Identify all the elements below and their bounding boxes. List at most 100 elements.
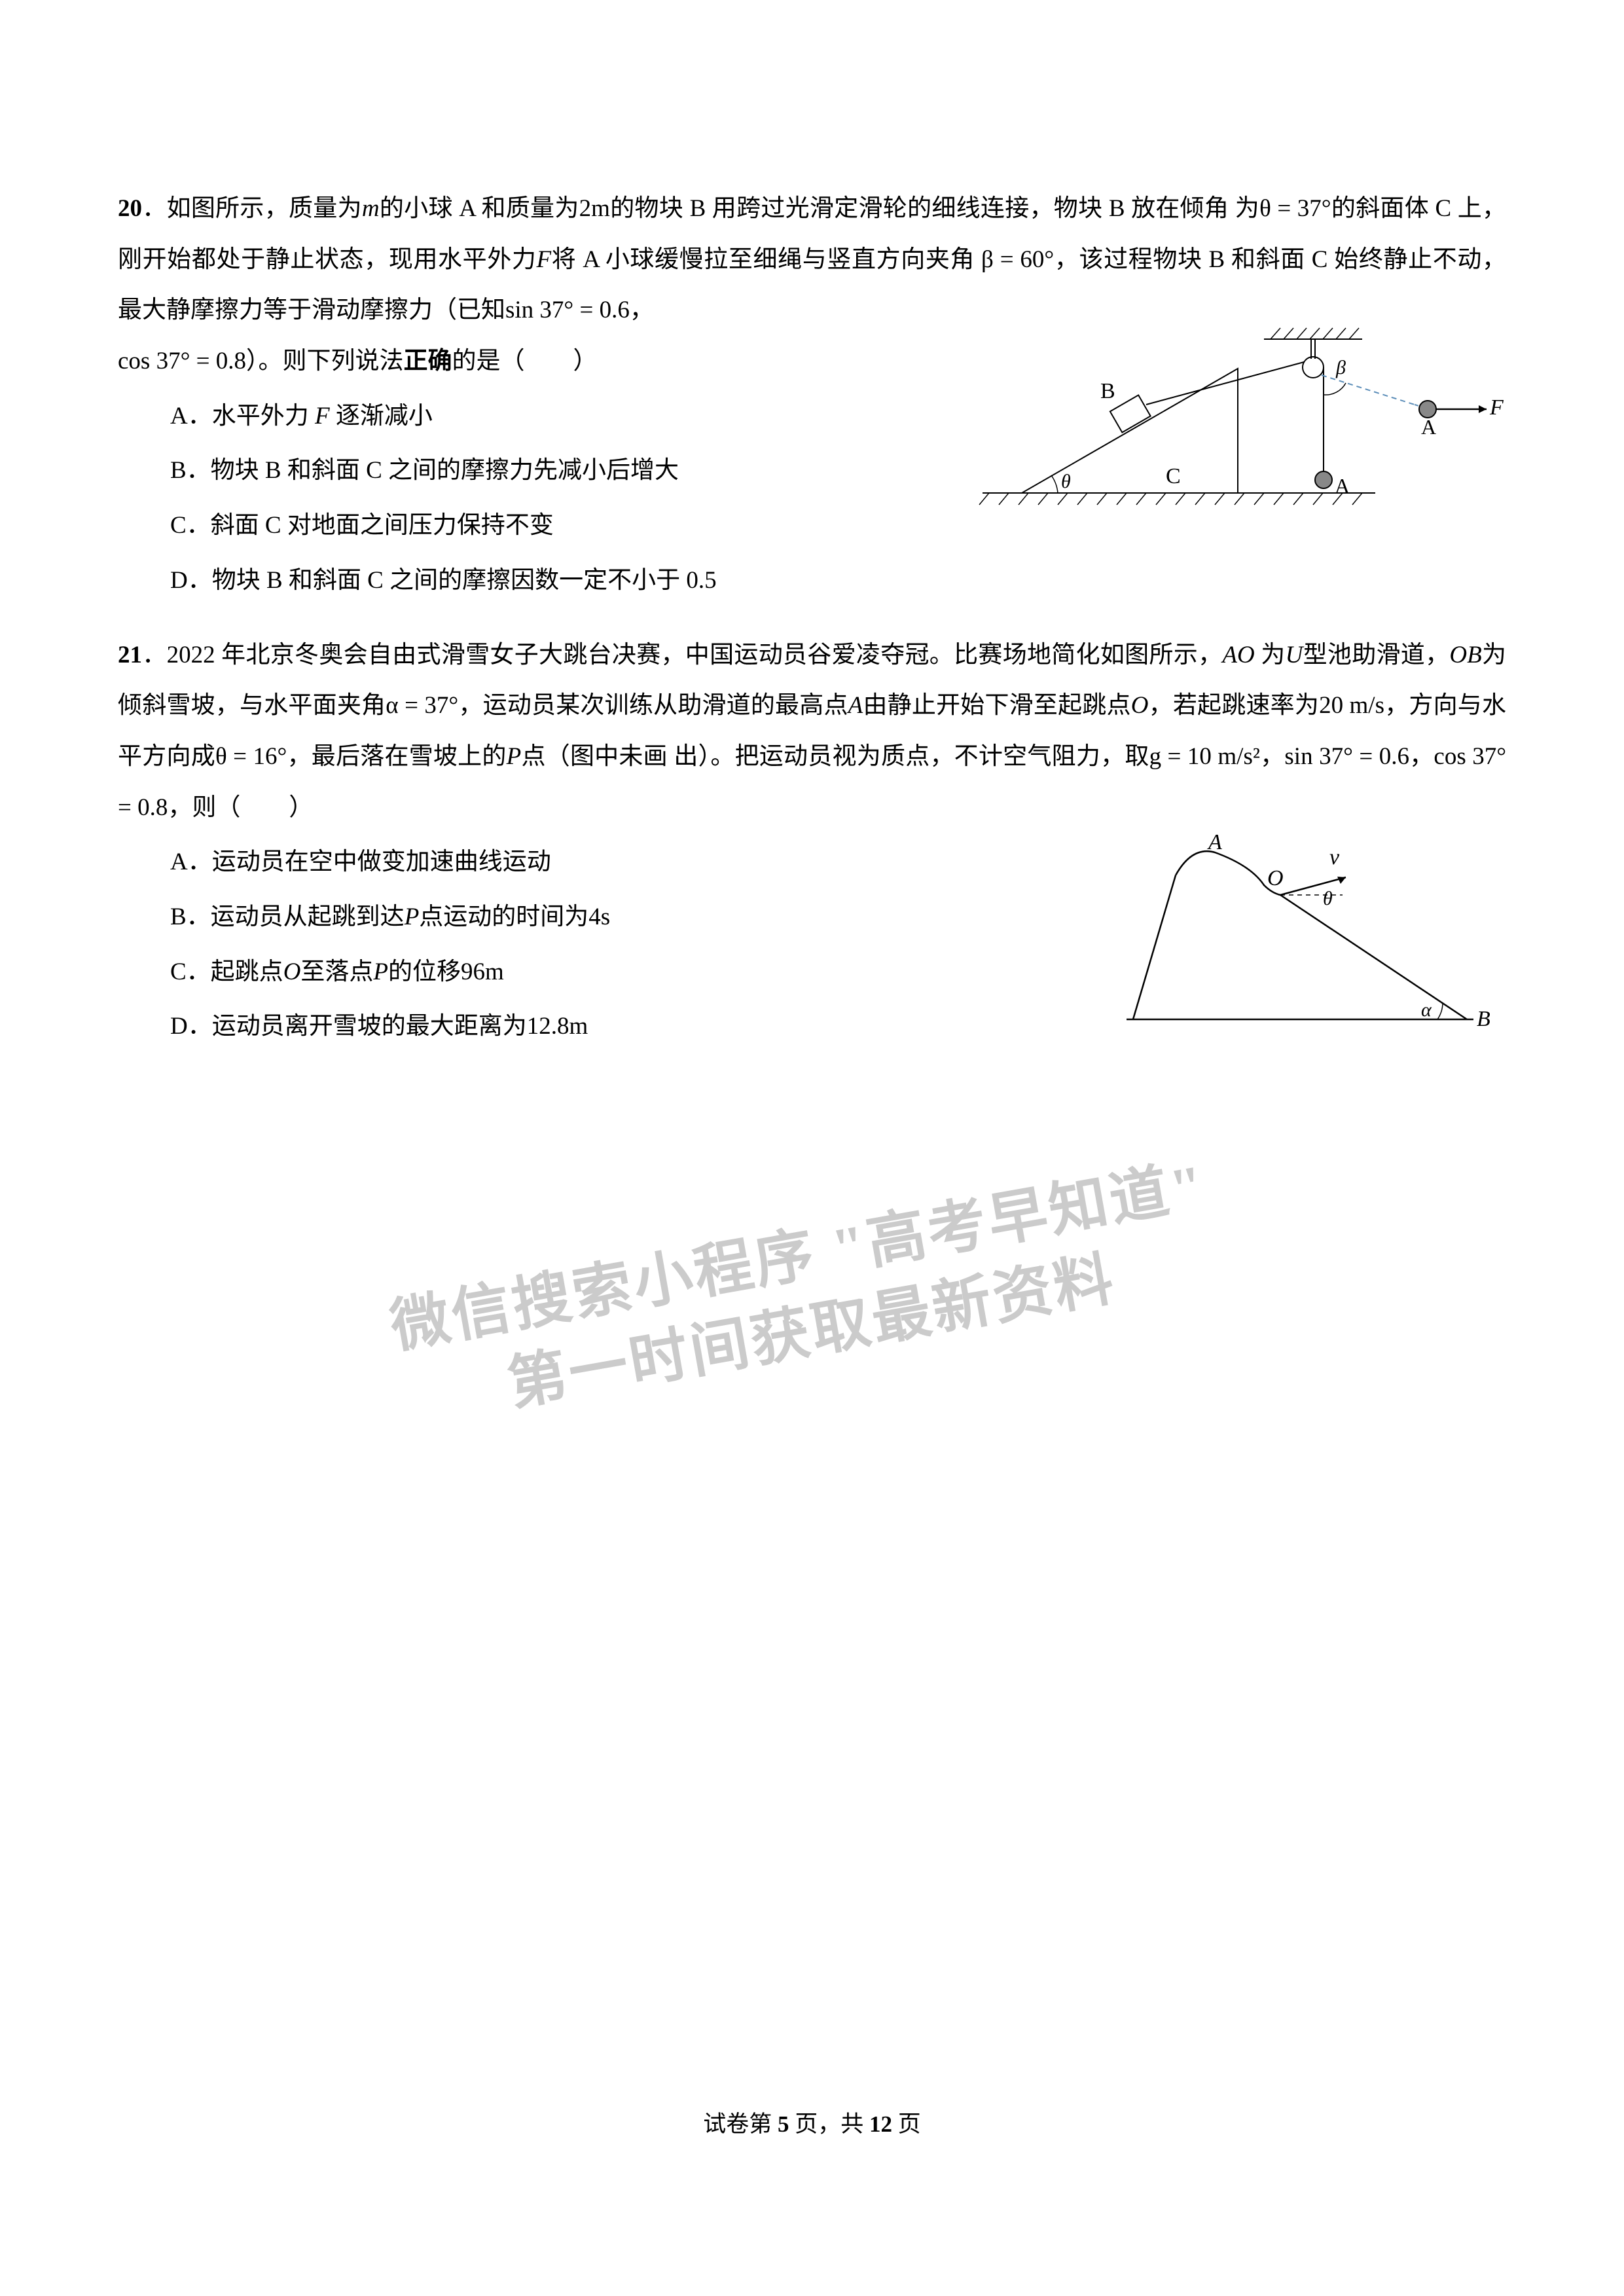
q21-optC-pre: C．起跳点 [170,958,283,985]
q21-optB-4s: 4s [588,903,610,930]
q20-fig-beta: β [1335,357,1346,378]
q20-fig-B: B [1100,379,1115,403]
q20-fig-theta: θ [1061,471,1071,492]
q21-AO: AO [1222,642,1254,668]
footer-post: 页 [892,2111,921,2137]
q21-figure: A O B v θ α [1100,833,1506,1042]
q21-optC: C．起跳点O至落点P的位移96m [170,947,1081,998]
footer-pre: 试卷第 [703,2111,778,2137]
q21-optC-O: O [283,958,301,985]
q21-sin37: sin 37° = 0.6 [1284,743,1409,770]
footer-total: 12 [869,2111,892,2137]
q20-optA-F: F [315,403,330,429]
q20-stem-cont: cos 37° = 0.8）。则下列说法正确的是（ ） [118,336,969,387]
q21-s3e: 点（图中未画 [521,743,668,770]
q21-optB-mid: 点运动的时间为 [419,903,588,930]
q21-U: U [1286,642,1303,668]
q20-beta60: β = 60° [981,246,1054,273]
q21-number: 21 [118,642,142,668]
q20-number: 20 [118,195,142,222]
q20-s4: ）。则下列说法 [246,348,404,374]
q21-optC-96m: 96m [461,958,504,985]
q20-optA: A．水平外力 F 逐渐减小 [170,391,969,442]
q21-figure-col: A O B v θ α [1081,833,1506,1061]
q20-figure-col: θ C B A A [969,336,1506,538]
q21-s4a: 出）。把运动员视为质点，不计空气阻力，取 [674,743,1149,770]
q20-optD: D．物块 B 和斜面 C 之间的摩擦因数一定不小于 0.5 [170,555,969,606]
q21-s2d: ，运动员某次训练从助滑道的最高点 [458,692,848,719]
q21-optB-pre: B．运动员从起跳到达 [170,903,405,930]
q20-m: m [362,195,380,222]
q20-s4e: 的是（ ） [452,348,597,374]
q20-optA-pre: A．水平外力 [170,403,315,429]
q20-fig-Aend: A [1335,474,1350,498]
page-footer: 试卷第 5 页，共 12 页 [0,2105,1624,2139]
q21-20ms: 20 m/s [1319,692,1384,719]
q21-theta16: θ = 16° [215,743,287,770]
q21-s3a: 始下滑至起跳点 [960,692,1130,719]
q21-A: A [848,692,863,719]
q21-alpha37: α = 37° [386,692,458,719]
q21-s2a: 为 [1261,642,1285,668]
q20-fig-Amoved: A [1421,415,1436,439]
q20-s2a: 为 [1235,195,1259,222]
q20-theta37: θ = 37° [1259,195,1331,222]
q21-optC-mid: 至落点 [300,958,373,985]
q21-s4c: ， [1409,743,1434,770]
q20-optA-post: 逐渐减小 [330,403,433,429]
q21-options: A．运动员在空中做变加速曲线运动 B．运动员从起跳到达P点运动的时间为4s C．… [118,837,1081,1052]
q20-sin37: sin 37° = 0.6 [505,297,630,323]
q21-optC-mid2: 的位移 [388,958,461,985]
q21-optB: B．运动员从起跳到达P点运动的时间为4s [170,892,1081,943]
q21-s4b: ， [1260,743,1284,770]
q21-s2b: 型池助滑道， [1303,642,1449,668]
q21-fig-O: O [1267,866,1284,890]
q21-row: A．运动员在空中做变加速曲线运动 B．运动员从起跳到达P点运动的时间为4s C．… [118,833,1506,1061]
q20-cos37: cos 37° = 0.8 [118,348,246,374]
q21-optD-pre: D．运动员离开雪坡的最大距离为 [170,1013,527,1040]
question-21: 21．2022 年北京冬奥会自由式滑雪女子大跳台决赛，中国运动员谷爱凌夺冠。比赛… [118,630,1506,1061]
q21-s3b: ，若起跳速率为 [1148,692,1319,719]
q21-s1a: ．2022 年北京冬奥会自由式滑雪女子大跳台决赛，中国运动员谷爱凌夺冠。比赛场地… [142,642,1222,668]
q20-optC: C．斜面 C 对地面之间压力保持不变 [170,500,969,551]
q21-g: g = 10 m/s² [1149,743,1260,770]
q20-correct: 正确 [403,348,452,374]
q21-fig-theta: θ [1323,888,1333,909]
q21-fig-v: v [1329,845,1340,869]
q20-fig-F: F [1489,395,1504,420]
q20-text-col: cos 37° = 0.8）。则下列说法正确的是（ ） A．水平外力 F 逐渐减… [118,336,969,610]
q21-s4d: ，则（ ） [168,794,313,821]
q20-figure: θ C B A A [969,323,1506,519]
q20-F: F [537,246,552,273]
q20-s1a: ．如图所示，质量为 [142,195,362,222]
q20-fig-C: C [1166,464,1181,488]
q21-O: O [1131,692,1149,719]
q20-optB: B．物块 B 和斜面 C 之间的摩擦力先减小后增大 [170,445,969,496]
q20-stem: 20．如图所示，质量为m的小球 A 和质量为2m的物块 B 用跨过光滑定滑轮的细… [118,183,1506,336]
footer-mid: 页，共 [789,2111,869,2137]
q20-s2c: 将 A 小球缓慢拉至细绳与竖直方向夹角 [551,246,975,273]
q20-s1b: 的小球 A 和质量为 [380,195,579,222]
q21-optD-128m: 12.8m [527,1013,588,1040]
q21-P: P [507,743,522,770]
q21-s3d: ，最后落在雪坡上的 [287,743,506,770]
q20-s1c: 的物块 B 用跨过光滑定滑轮的细线连接，物块 B 放在倾角 [610,195,1229,222]
watermark: 微信搜索小程序 "高考早知道" 第一时间获取最新资料 [308,1134,1302,1455]
q20-2m: 2m [579,195,610,222]
q20-s3c: ， [630,297,654,323]
q21-optB-P: P [405,903,420,930]
q21-optD: D．运动员离开雪坡的最大距离为12.8m [170,1001,1081,1052]
q21-s2e: 由静止开 [863,692,960,719]
q21-fig-alpha: α [1421,999,1432,1021]
q20-row: cos 37° = 0.8）。则下列说法正确的是（ ） A．水平外力 F 逐渐减… [118,336,1506,610]
q21-optC-P: P [373,958,388,985]
q21-optA: A．运动员在空中做变加速曲线运动 [170,837,1081,888]
q21-text-col: A．运动员在空中做变加速曲线运动 B．运动员从起跳到达P点运动的时间为4s C．… [118,833,1081,1056]
q20-options: A．水平外力 F 逐渐减小 B．物块 B 和斜面 C 之间的摩擦力先减小后增大 … [118,391,969,606]
q21-OB: OB [1449,642,1481,668]
q21-fig-B: B [1477,1007,1490,1031]
q21-fig-A: A [1207,833,1222,854]
question-20: 20．如图所示，质量为m的小球 A 和质量为2m的物块 B 用跨过光滑定滑轮的细… [118,183,1506,610]
q21-stem: 21．2022 年北京冬奥会自由式滑雪女子大跳台决赛，中国运动员谷爱凌夺冠。比赛… [118,630,1506,833]
footer-page: 5 [778,2111,789,2137]
